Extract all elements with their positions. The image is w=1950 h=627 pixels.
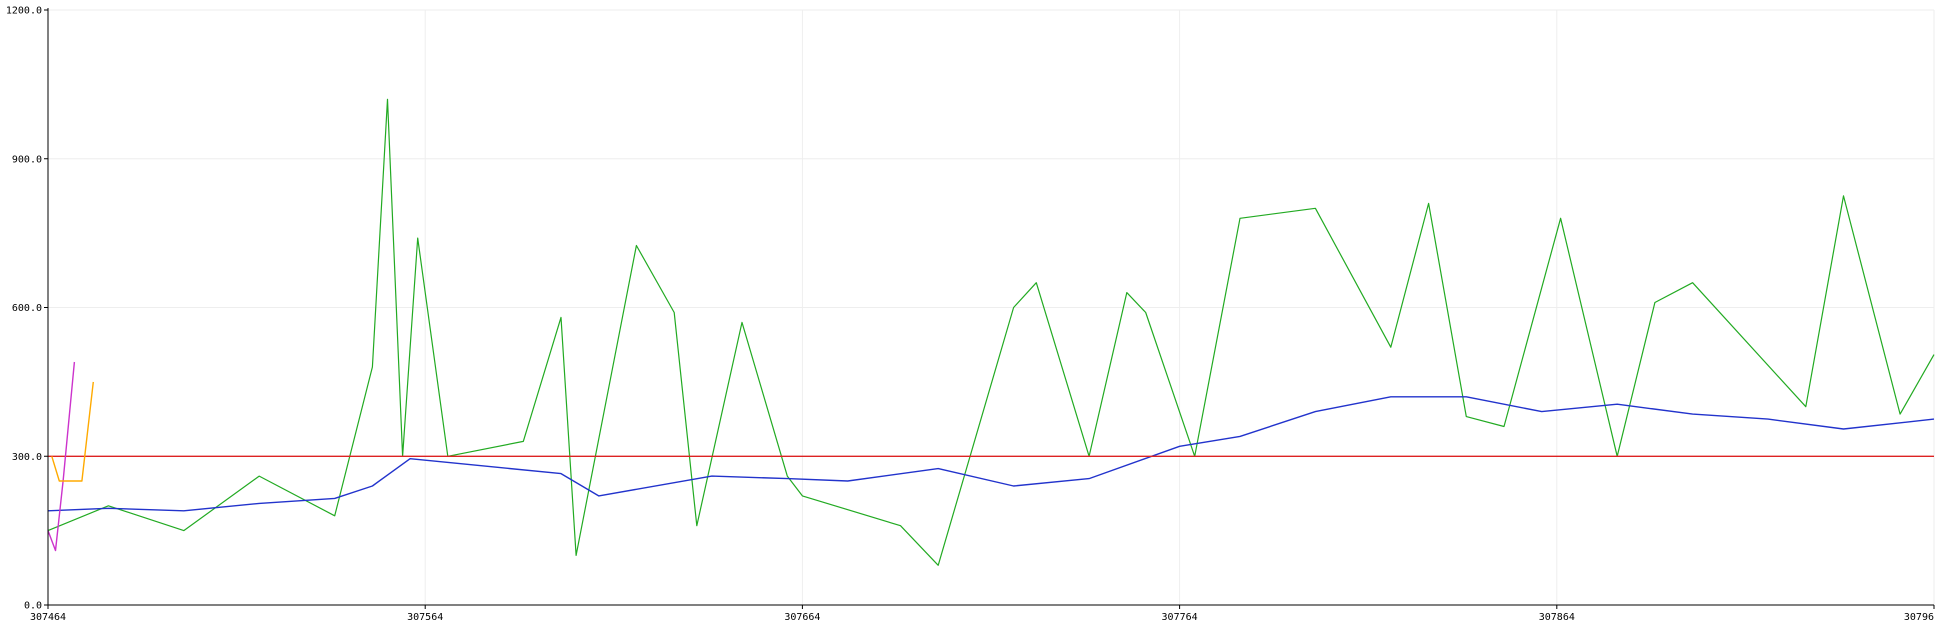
series-line-startup_b bbox=[51, 381, 94, 482]
x-axis-ticks: 307464 307564 307664 307764 307864 30796 bbox=[30, 605, 1935, 623]
x-tick-label: 307664 bbox=[784, 612, 820, 623]
series-line-raw bbox=[47, 98, 1935, 566]
y-tick-label: 600.0 bbox=[12, 303, 42, 314]
x-tick-label: 30796 bbox=[1904, 612, 1934, 623]
series-line-startup_a bbox=[47, 361, 76, 552]
y-tick-label: 1200.0 bbox=[6, 6, 42, 17]
series-layer bbox=[47, 98, 1935, 566]
x-tick-label: 307464 bbox=[30, 612, 66, 623]
x-tick-label: 307764 bbox=[1162, 612, 1198, 623]
y-tick-label: 900.0 bbox=[12, 154, 42, 165]
y-tick-label: 0.0 bbox=[24, 601, 42, 612]
series-line-average bbox=[47, 396, 1935, 512]
y-tick-label: 300.0 bbox=[12, 452, 42, 463]
x-tick-label: 307864 bbox=[1539, 612, 1575, 623]
y-axis-ticks: 1200.0 900.0 600.0 300.0 0.0 bbox=[6, 6, 48, 612]
x-tick-label: 307564 bbox=[407, 612, 443, 623]
grid-lines bbox=[48, 9, 1935, 605]
